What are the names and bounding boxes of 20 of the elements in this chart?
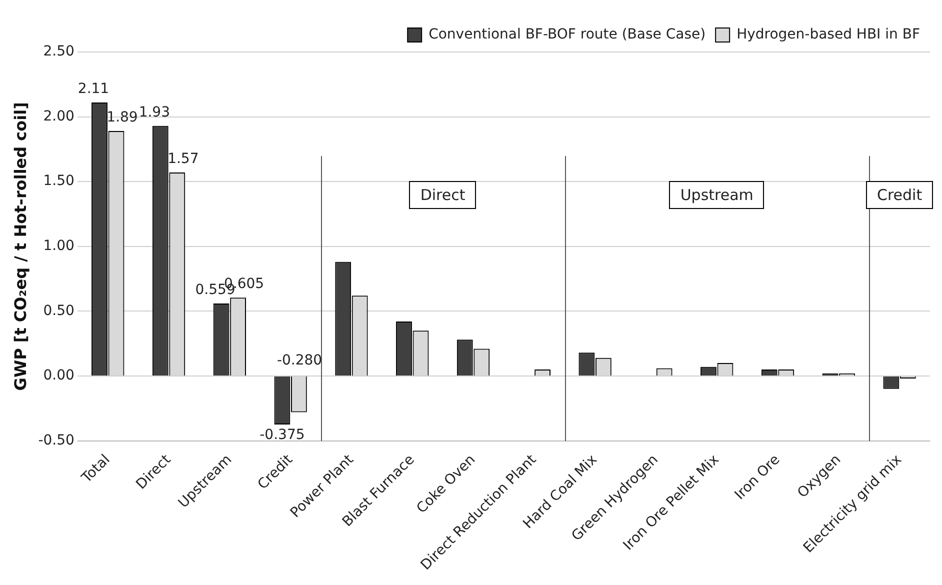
data-label: 1.57 [168,151,199,168]
data-label: 2.11 [78,81,110,98]
y-tick-label: -0.50 [38,432,74,448]
y-tick-label: 1.50 [43,173,74,190]
legend-label: Hydrogen-based HBI in BF [736,26,920,43]
annotation: Credit [866,180,934,209]
y-axis-title: GWP [t CO₂eq / t Hot-rolled coil] [10,102,30,391]
y-tick-label: 2.50 [43,44,74,60]
annotation: Direct [409,180,476,209]
y-tick-label: 1.00 [43,238,74,254]
data-label: 1.89 [106,110,138,126]
data-label: -0.280 [276,352,322,369]
y-tick-label: 0.50 [43,302,74,319]
x-tick-label: Iron Ore [732,452,784,504]
legend-label: Conventional BF-BOF route (Base Case) [428,26,706,43]
y-tick-label: 0.00 [43,368,74,384]
data-label: 1.93 [138,104,170,121]
annotation: Upstream [669,180,764,209]
y-tick-label: 2.00 [43,108,74,124]
data-label: -0.375 [260,427,305,444]
